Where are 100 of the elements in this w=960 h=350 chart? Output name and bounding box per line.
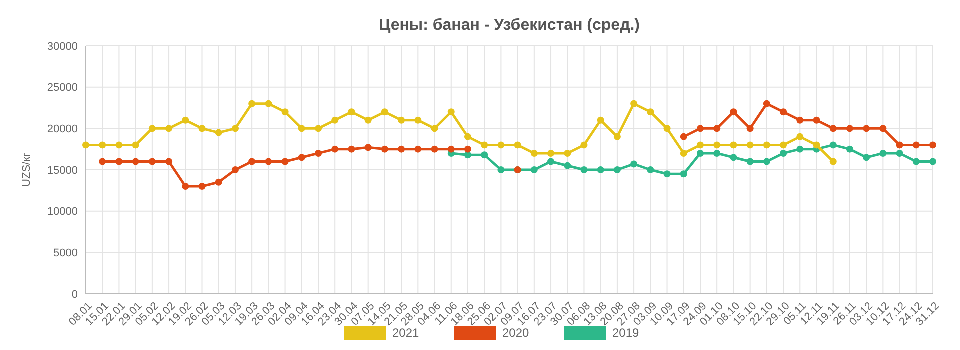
- point: [298, 125, 306, 132]
- point: [830, 125, 837, 132]
- point: [830, 142, 837, 149]
- point: [348, 108, 356, 116]
- point: [696, 125, 704, 132]
- point: [448, 146, 455, 153]
- point: [116, 142, 123, 149]
- point: [614, 133, 621, 140]
- point: [746, 158, 754, 166]
- point: [132, 142, 140, 149]
- point: [630, 160, 638, 168]
- point: [630, 100, 638, 108]
- point: [564, 162, 572, 170]
- point: [664, 170, 671, 178]
- point: [830, 158, 837, 166]
- point: [265, 158, 272, 166]
- point: [763, 100, 770, 108]
- point: [514, 142, 522, 149]
- point: [880, 150, 887, 157]
- point: [714, 150, 721, 157]
- point: [714, 142, 721, 149]
- point: [315, 125, 322, 132]
- point: [332, 116, 339, 124]
- point: [464, 133, 472, 140]
- point: [912, 142, 920, 149]
- point: [232, 166, 239, 174]
- point: [548, 150, 555, 157]
- point: [99, 158, 106, 166]
- point: [780, 142, 788, 149]
- point: [863, 154, 870, 162]
- point: [796, 146, 804, 153]
- point: [398, 146, 406, 153]
- y-tick-label: 0: [72, 288, 78, 301]
- y-tick-label: 15000: [47, 164, 78, 177]
- y-axis-title: UZS/кг: [21, 153, 33, 187]
- y-tick-label: 10000: [47, 206, 78, 218]
- point: [215, 129, 222, 136]
- point: [813, 116, 820, 124]
- point: [348, 146, 356, 153]
- point: [696, 150, 704, 157]
- point: [930, 142, 936, 149]
- point: [381, 108, 388, 116]
- point: [746, 125, 754, 132]
- point: [730, 154, 738, 162]
- point: [166, 125, 173, 132]
- point: [930, 158, 936, 166]
- point: [364, 144, 372, 152]
- point: [580, 166, 588, 174]
- point: [597, 166, 604, 174]
- y-tick-label: 30000: [47, 40, 78, 53]
- point: [481, 142, 488, 149]
- point: [398, 116, 406, 124]
- point: [282, 158, 289, 166]
- y-tick-label: 25000: [47, 82, 78, 94]
- point: [298, 154, 306, 162]
- point: [680, 170, 688, 178]
- point: [796, 116, 804, 124]
- point: [730, 142, 738, 149]
- point: [846, 125, 854, 132]
- point: [166, 158, 173, 166]
- point: [232, 125, 239, 132]
- y-tick-label: 20000: [47, 124, 78, 136]
- point: [548, 158, 555, 166]
- point: [580, 142, 588, 149]
- point: [99, 142, 106, 149]
- point: [614, 166, 621, 174]
- point: [564, 150, 572, 157]
- point: [265, 100, 272, 108]
- point: [530, 166, 538, 174]
- legend-label: 2019: [612, 326, 640, 340]
- point: [714, 125, 721, 132]
- point: [813, 142, 820, 149]
- point: [431, 146, 438, 153]
- point: [248, 158, 256, 166]
- point: [182, 116, 190, 124]
- point: [464, 146, 472, 153]
- point: [498, 166, 505, 174]
- point: [148, 158, 156, 166]
- point: [880, 125, 887, 132]
- legend-label: 2020: [502, 326, 530, 340]
- point: [464, 152, 472, 159]
- legend-label: 2021: [392, 326, 420, 340]
- point: [215, 178, 222, 186]
- point: [132, 158, 140, 166]
- y-tick-label: 5000: [54, 248, 78, 260]
- point: [248, 100, 256, 108]
- point: [763, 142, 770, 149]
- point: [696, 142, 704, 149]
- point: [332, 146, 339, 153]
- point: [182, 183, 190, 190]
- point: [414, 146, 422, 153]
- point: [498, 142, 505, 149]
- point: [364, 116, 372, 124]
- point: [912, 158, 920, 166]
- point: [148, 125, 156, 132]
- point: [116, 158, 123, 166]
- chart-title: Цены: банан - Узбекистан (сред.): [378, 17, 640, 34]
- point: [82, 142, 90, 149]
- point: [846, 146, 854, 153]
- point: [896, 142, 904, 149]
